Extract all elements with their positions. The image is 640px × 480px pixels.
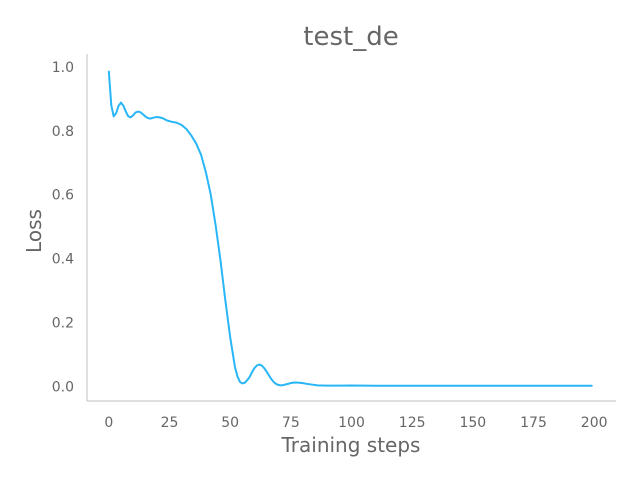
x-tick-label: 175 <box>520 415 547 431</box>
x-tick-label: 50 <box>221 415 239 431</box>
y-tick-label: 0.8 <box>52 124 74 140</box>
y-axis-label: Loss <box>22 209 46 253</box>
x-tick-label: 100 <box>338 415 365 431</box>
y-tick-labels: 0.0 0.2 0.4 0.6 0.8 1.0 <box>52 60 74 396</box>
x-tick-label: 75 <box>282 415 300 431</box>
x-tick-label: 0 <box>104 415 113 431</box>
y-tick-label: 1.0 <box>52 60 74 76</box>
x-tick-label: 25 <box>161 415 179 431</box>
loss-series-line <box>107 70 593 387</box>
y-tick-label: 0.0 <box>52 380 74 396</box>
x-axis-label: Training steps <box>281 433 421 457</box>
y-tick-label: 0.6 <box>52 188 74 204</box>
x-tick-label: 125 <box>399 415 426 431</box>
y-tick-label: 0.4 <box>52 252 74 268</box>
y-tick-label: 0.2 <box>52 316 74 332</box>
x-tick-label: 200 <box>581 415 608 431</box>
chart-title: test_de <box>303 22 398 52</box>
x-tick-label: 150 <box>459 415 486 431</box>
x-tick-labels: 0 25 50 75 100 125 150 175 200 <box>104 415 607 431</box>
